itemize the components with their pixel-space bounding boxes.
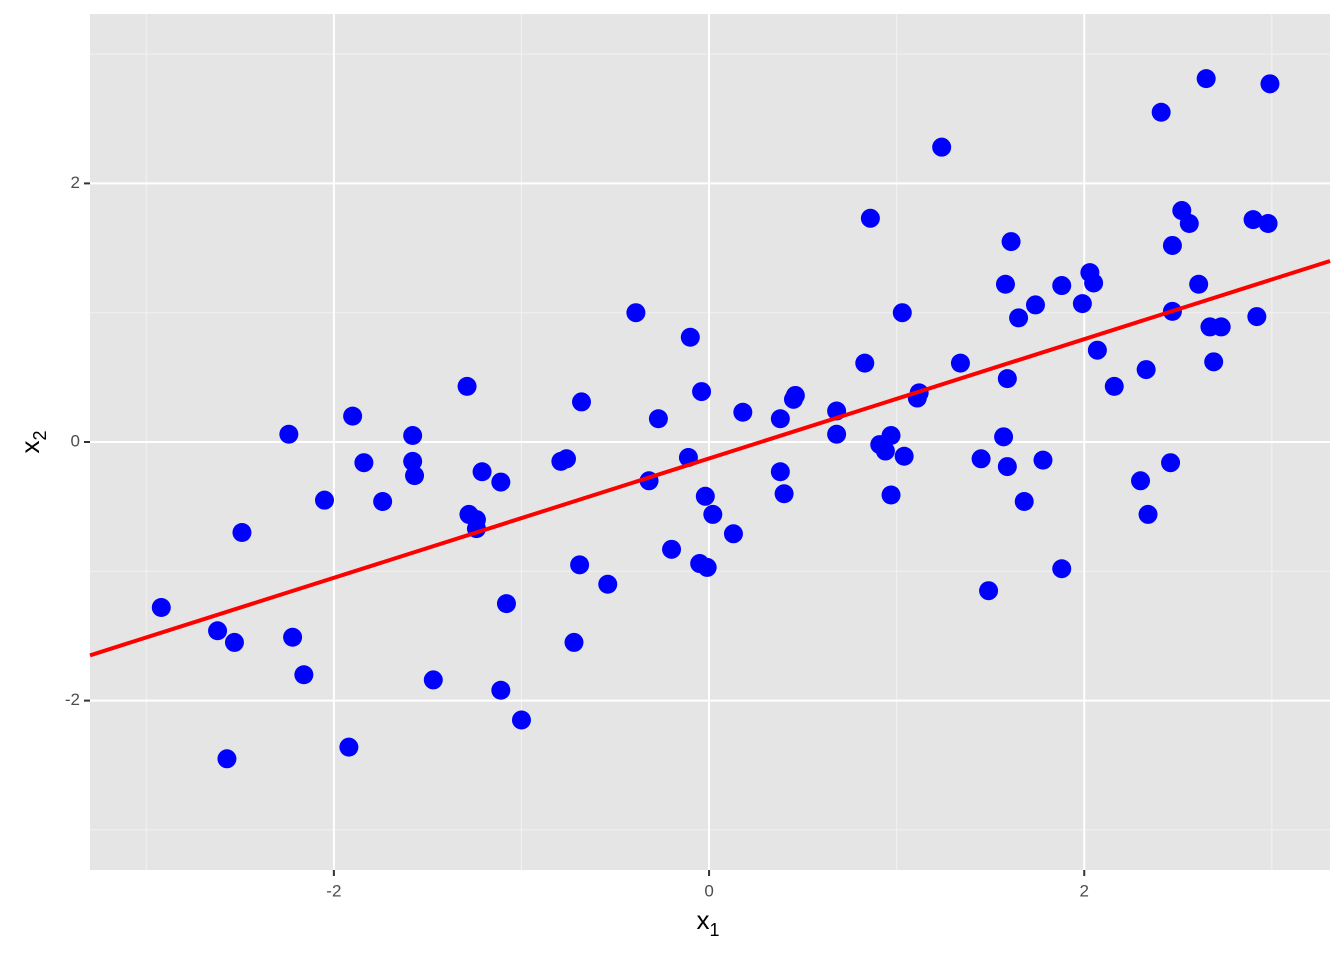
point	[733, 402, 753, 422]
x-axis-title-subscript: 1	[709, 920, 719, 940]
point	[1087, 340, 1107, 360]
point	[697, 557, 717, 577]
point	[692, 382, 712, 402]
point	[1161, 453, 1181, 473]
point	[1179, 213, 1199, 233]
point	[995, 274, 1015, 294]
y-tick-label: 2	[71, 173, 80, 192]
point	[1196, 69, 1216, 89]
point	[556, 449, 576, 469]
point	[979, 581, 999, 601]
point	[662, 539, 682, 559]
point	[1151, 102, 1171, 122]
point	[1052, 276, 1072, 296]
point	[723, 524, 743, 544]
x-axis-title-main: x	[696, 905, 709, 935]
point	[626, 303, 646, 323]
point	[827, 424, 847, 444]
point	[491, 472, 511, 492]
point	[1138, 504, 1158, 524]
point	[1072, 294, 1092, 314]
point	[403, 426, 423, 446]
y-axis-title-subscript: 2	[30, 430, 50, 440]
point	[1136, 360, 1156, 380]
point	[1014, 491, 1034, 511]
point	[570, 555, 590, 575]
point	[1084, 273, 1104, 293]
point	[405, 466, 425, 486]
point	[403, 451, 423, 471]
point	[1211, 317, 1231, 337]
point	[491, 680, 511, 700]
point	[339, 737, 359, 757]
point	[785, 385, 805, 405]
point	[1189, 274, 1209, 294]
y-axis-title: x2	[15, 430, 50, 453]
point	[932, 137, 952, 157]
point	[1001, 232, 1021, 252]
point	[875, 441, 895, 461]
point	[892, 303, 912, 323]
point	[1104, 376, 1124, 396]
point	[1025, 295, 1045, 315]
point	[997, 457, 1017, 477]
fit-line	[89, 259, 1331, 658]
point	[695, 486, 715, 506]
point	[881, 485, 901, 505]
x-tick-label: -2	[326, 881, 341, 900]
point	[511, 710, 531, 730]
point	[208, 621, 228, 641]
point	[648, 409, 668, 429]
point	[1131, 471, 1151, 491]
point	[571, 392, 591, 412]
point	[314, 490, 334, 510]
y-tick-label: -2	[65, 690, 80, 709]
point	[994, 427, 1014, 447]
point	[950, 353, 970, 373]
point	[294, 665, 314, 685]
point	[881, 426, 901, 446]
y-tick-label: 0	[71, 431, 80, 450]
point	[279, 424, 299, 444]
point	[217, 749, 237, 769]
point	[860, 208, 880, 228]
point	[1162, 235, 1182, 255]
point	[224, 632, 244, 652]
point	[343, 406, 363, 426]
point	[1243, 210, 1263, 230]
x-tick-label: 2	[1080, 881, 1089, 900]
point	[151, 598, 171, 618]
y-axis-title-main: x	[15, 441, 45, 454]
point	[283, 627, 303, 647]
point	[564, 632, 584, 652]
point	[496, 594, 516, 614]
point	[1260, 74, 1280, 94]
point	[373, 491, 393, 511]
point	[703, 504, 723, 524]
point	[770, 409, 790, 429]
point	[894, 446, 914, 466]
x-tick-label: 0	[704, 881, 713, 900]
point	[354, 453, 374, 473]
point	[423, 670, 443, 690]
x-axis-title: x1	[696, 905, 719, 940]
point	[472, 462, 492, 482]
point	[997, 369, 1017, 389]
point	[1247, 307, 1267, 327]
point	[971, 449, 991, 469]
point	[1052, 559, 1072, 579]
point	[598, 574, 618, 594]
point	[1033, 450, 1053, 470]
point	[232, 523, 252, 543]
point	[1204, 352, 1224, 372]
point	[457, 376, 477, 396]
point	[774, 484, 794, 504]
point	[770, 462, 790, 482]
point	[1009, 308, 1029, 328]
point	[680, 327, 700, 347]
point	[1258, 213, 1278, 233]
point	[855, 353, 875, 373]
